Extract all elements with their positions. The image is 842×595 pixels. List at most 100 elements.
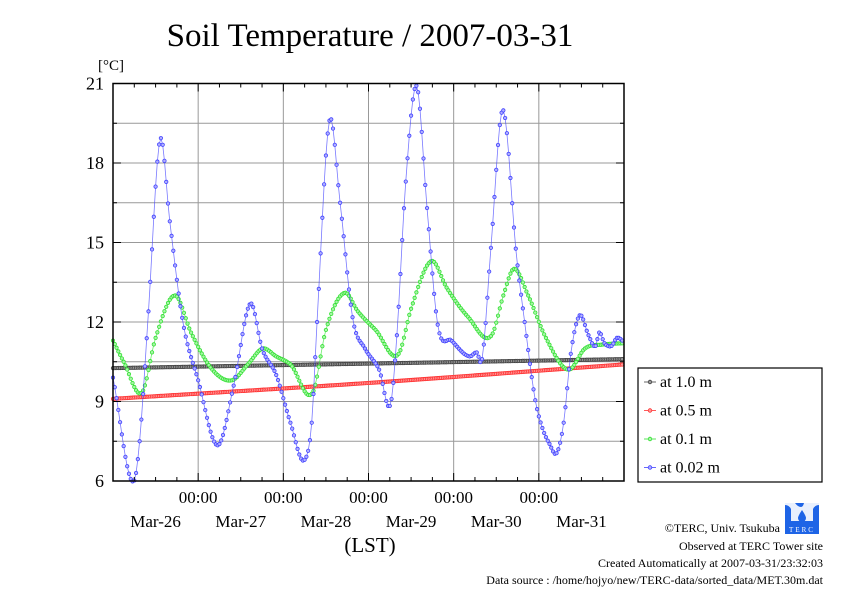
data-point [440,278,446,283]
data-point [123,454,128,459]
data-point [432,291,437,296]
data-point [201,400,206,405]
data-point [384,345,389,350]
data-point [424,205,430,211]
data-point [236,354,242,359]
data-point [240,332,245,337]
data-point [185,321,190,326]
data-point [568,351,573,356]
legend-box [637,367,823,483]
data-point [380,338,385,343]
data-point [190,334,195,339]
data-point [116,407,121,413]
data-point [114,345,119,350]
data-point [540,425,545,431]
data-point [503,115,508,121]
data-point [563,405,568,410]
data-point [238,342,243,348]
data-point [302,457,307,462]
data-point [382,390,387,396]
chart-title: Soil Temperature / 2007-03-31 [167,18,574,54]
legend-marker [647,436,653,442]
data-point [316,364,321,369]
data-point [396,351,401,356]
legend-item: at 0.1 m [644,431,713,448]
data-point [520,280,525,285]
data-point [274,372,279,378]
data-point [283,402,288,407]
data-point [242,321,247,327]
data-point [552,352,557,357]
data-point [503,287,508,292]
data-point [435,265,440,270]
data-point [414,290,419,295]
data-point [204,415,210,420]
data-point [549,445,554,450]
data-point [405,156,410,161]
legend-label: at 0.02 m [660,460,721,477]
data-point [522,284,527,290]
data-point [155,159,160,164]
data-point [437,331,442,336]
data-point [566,367,572,372]
data-point [378,373,384,378]
data-point [183,334,188,339]
data-point [201,354,206,359]
data-point [297,378,302,383]
data-point [575,316,580,321]
data-point [573,359,579,365]
data-point [400,238,405,243]
data-point [160,142,165,147]
data-point [199,351,204,356]
data-point [487,269,492,274]
data-point [490,221,495,226]
data-point [527,361,533,366]
data-point [408,113,414,118]
data-point [126,372,132,377]
data-point [517,278,522,283]
data-point [290,426,295,431]
data-point [423,266,428,271]
data-point [524,289,529,294]
data-point [339,216,344,221]
data-point [320,344,325,349]
data-point [190,360,195,366]
data-point [377,332,382,337]
data-point [151,214,156,219]
data-point [169,233,174,239]
data-point [304,454,309,459]
data-point [327,316,332,321]
data-point [245,306,250,311]
x-tick-labels: 00:00 00:00 00:00 00:00 00:00 Mar-26 Mar-27 Mar… [130,488,606,531]
data-point [410,301,415,306]
data-point [164,179,169,184]
legend-item: at 0.02 m [644,460,721,477]
data-point [228,400,233,405]
data-point [416,284,421,290]
data-point [162,158,167,163]
data-point [322,182,327,187]
data-point [121,443,126,449]
data-point [323,153,329,158]
x-tick-label: 00:00 [349,488,388,507]
data-point [181,325,187,330]
data-point [144,336,149,341]
data-point [401,335,407,340]
data-point [320,215,325,220]
data-point [125,367,130,372]
data-point [401,206,407,211]
data-point [158,319,164,324]
data-point [293,440,298,445]
data-point [479,356,485,362]
legend: at 1.0 m at 0.5 m at 0.1 m at 0.02 m [637,367,823,483]
data-point [405,320,410,325]
data-point [329,311,334,316]
data-point [504,281,509,287]
data-point [116,349,121,354]
data-point [325,131,330,136]
data-point [178,304,183,309]
data-point [217,441,222,447]
data-point [542,430,547,436]
data-point [416,90,421,95]
data-point [160,314,165,319]
